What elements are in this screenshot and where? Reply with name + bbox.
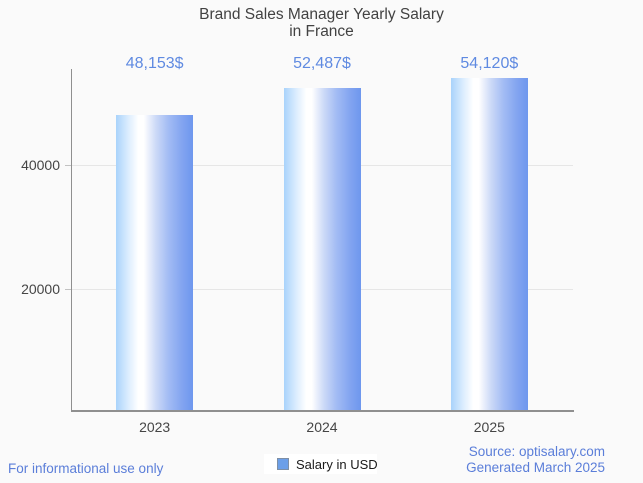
y-axis-line xyxy=(71,69,72,412)
x-axis-baseline xyxy=(71,410,574,412)
legend-swatch-icon xyxy=(277,458,289,470)
source-info: Source: optisalary.com Generated March 2… xyxy=(466,444,605,476)
y-tick-label-40000: 40000 xyxy=(21,157,60,174)
legend-label: Salary in USD xyxy=(296,456,378,472)
y-tick-label-20000: 20000 xyxy=(21,280,60,297)
chart-title-line2: in France xyxy=(289,23,354,40)
generated-date: Generated March 2025 xyxy=(466,460,605,475)
x-axis-label-2025: 2025 xyxy=(473,419,505,435)
bar-2024[interactable] xyxy=(283,88,361,412)
y-tick-mark-20000 xyxy=(65,288,71,290)
y-tick-mark-40000 xyxy=(65,165,71,167)
value-label-2024: 52,487$ xyxy=(293,55,351,72)
x-axis-label-2024: 2024 xyxy=(306,419,338,435)
value-label-2023: 48,153$ xyxy=(125,55,184,72)
bar-2025[interactable] xyxy=(450,78,528,412)
chart-title: Brand Sales Manager Yearly Salary in Fra… xyxy=(0,6,643,40)
chart-title-line1: Brand Sales Manager Yearly Salary xyxy=(199,6,444,23)
bar-2023[interactable] xyxy=(116,115,194,412)
source-link[interactable]: Source: optisalary.com xyxy=(468,444,605,459)
value-label-2025: 54,120$ xyxy=(460,55,519,72)
legend: Salary in USD xyxy=(264,454,378,474)
disclaimer-text: For informational use only xyxy=(8,461,164,476)
x-axis-label-2023: 2023 xyxy=(139,419,171,435)
